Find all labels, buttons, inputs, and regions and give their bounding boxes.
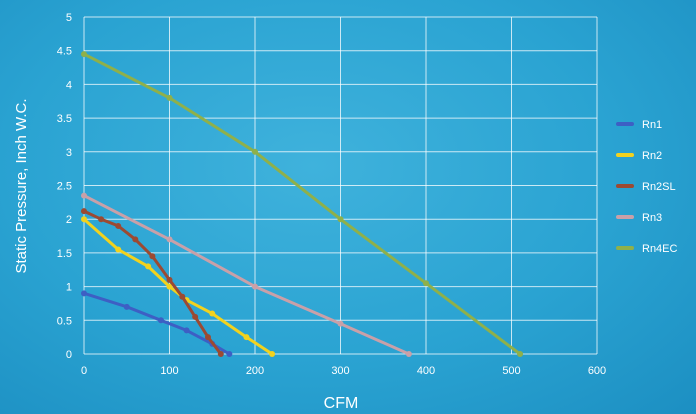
- data-point: [166, 236, 173, 243]
- data-point: [517, 351, 524, 357]
- data-point: [115, 246, 122, 253]
- series-rn4ec: [81, 51, 524, 357]
- data-point: [81, 51, 87, 58]
- data-point: [166, 94, 173, 101]
- legend-label: Rn1: [642, 119, 662, 131]
- y-tick-label: 2: [66, 214, 72, 226]
- legend: Rn1 Rn2 Rn2SL Rn3 Rn4EC: [616, 119, 678, 255]
- legend-item: Rn3: [616, 212, 662, 224]
- x-tick-label: 300: [331, 365, 349, 377]
- series-rn2sl: [81, 208, 224, 357]
- x-tick-label: 500: [502, 365, 520, 377]
- y-tick-label: 4.5: [57, 46, 72, 58]
- data-point: [243, 334, 250, 341]
- data-point: [166, 276, 173, 283]
- series-rn1: [81, 290, 233, 357]
- legend-item: Rn2: [616, 150, 662, 162]
- data-point: [209, 310, 216, 317]
- grid: [83, 16, 598, 355]
- data-point: [166, 283, 173, 290]
- data-point: [145, 263, 152, 270]
- data-point: [98, 216, 105, 223]
- legend-label: Rn2SL: [642, 181, 676, 193]
- data-point: [226, 351, 233, 357]
- x-axis-title: CFM: [324, 395, 359, 412]
- data-point: [157, 317, 164, 324]
- x-tick-label: 100: [160, 365, 178, 377]
- data-point: [123, 303, 130, 310]
- legend-item: Rn2SL: [616, 181, 676, 193]
- series-line: [82, 52, 522, 356]
- data-point: [423, 280, 429, 287]
- series-line: [82, 209, 223, 356]
- data-point: [337, 320, 344, 327]
- legend-label: Rn2: [642, 150, 662, 162]
- data-point: [132, 236, 139, 243]
- y-tick-label: 0: [66, 349, 72, 361]
- y-tick-label: 0.5: [57, 315, 72, 327]
- data-point: [217, 351, 224, 357]
- data-point: [81, 208, 87, 215]
- data-point: [337, 216, 344, 223]
- data-point: [115, 222, 122, 229]
- data-point: [405, 351, 412, 357]
- y-tick-label: 1: [66, 282, 72, 294]
- data-point: [252, 148, 258, 155]
- y-tick-label: 1.5: [57, 248, 72, 260]
- tick-labels: 0 0.5 1 1.5 2 2.5 3 3.5 4 4.5 5 0 100 200 300 400 500 600: [57, 12, 606, 377]
- series-line: [82, 291, 231, 356]
- data-point: [81, 290, 87, 297]
- data-point: [183, 327, 190, 334]
- data-point: [81, 216, 87, 223]
- x-tick-label: 0: [81, 365, 87, 377]
- series-layer: [81, 51, 524, 357]
- data-point: [269, 351, 276, 357]
- legend-item: Rn1: [616, 119, 662, 131]
- data-point: [81, 192, 87, 199]
- data-point: [252, 283, 258, 290]
- data-point: [179, 293, 186, 300]
- y-tick-label: 5: [66, 12, 72, 24]
- y-axis-title: Static Pressure, Inch W.C.: [13, 98, 30, 273]
- x-tick-label: 400: [417, 365, 435, 377]
- y-tick-label: 3: [66, 147, 72, 159]
- y-tick-label: 4: [66, 79, 72, 91]
- y-tick-label: 2.5: [57, 181, 72, 193]
- series-rn3: [81, 192, 412, 357]
- legend-item: Rn4EC: [616, 243, 678, 255]
- legend-label: Rn4EC: [642, 243, 678, 255]
- x-tick-label: 200: [246, 365, 264, 377]
- legend-label: Rn3: [642, 212, 662, 224]
- data-point: [192, 313, 199, 320]
- data-point: [204, 334, 211, 341]
- y-tick-label: 3.5: [57, 113, 72, 125]
- data-point: [149, 253, 156, 260]
- x-tick-label: 600: [588, 365, 606, 377]
